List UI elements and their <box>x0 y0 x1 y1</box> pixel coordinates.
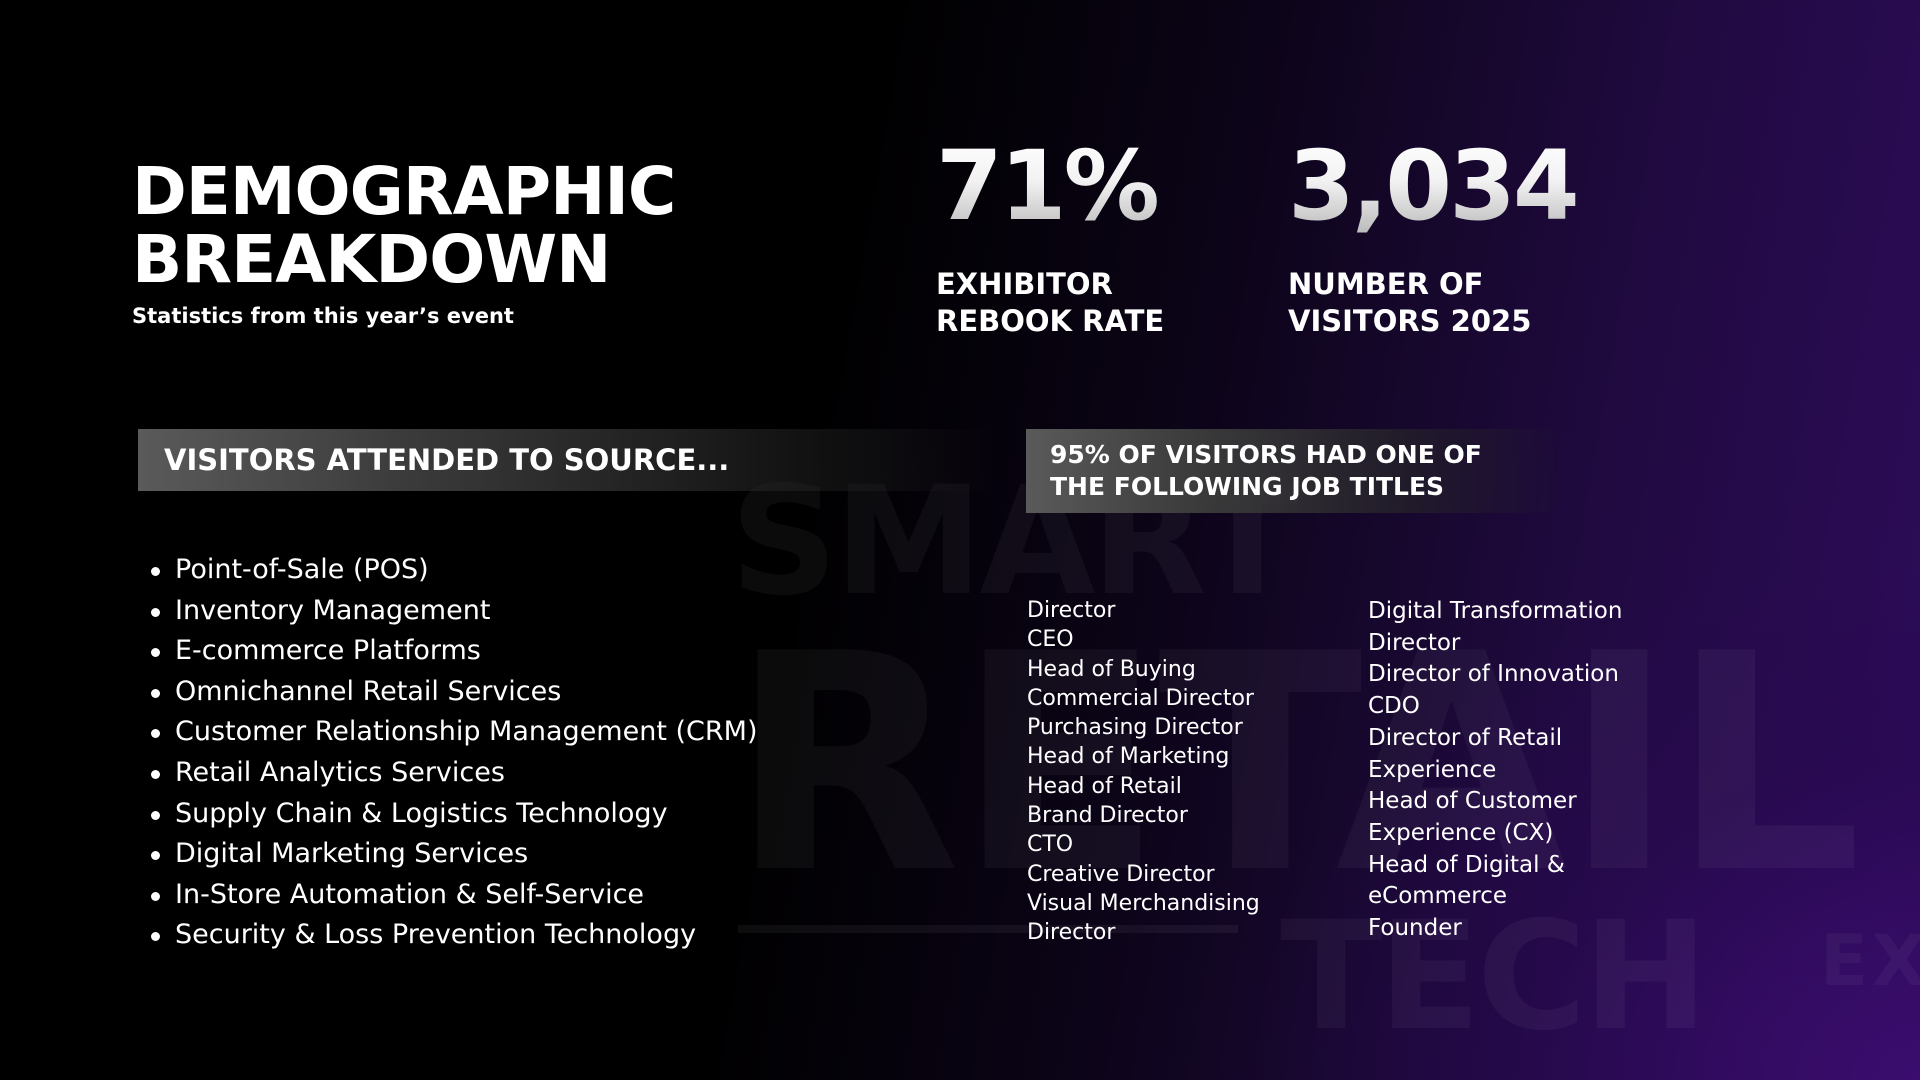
list-item: Security & Loss Prevention Technology <box>150 915 757 956</box>
page-title: DEMOGRAPHIC BREAKDOWN <box>132 158 852 294</box>
job-titles-column-2: Digital Transformation Director Director… <box>1368 596 1658 945</box>
stat-value: 3,034 <box>1288 136 1588 236</box>
page-title-line: BREAKDOWN <box>132 221 611 298</box>
list-item: Digital Marketing Services <box>150 834 757 875</box>
list-item: E-commerce Platforms <box>150 631 757 672</box>
watermark-word: RETAIL <box>730 590 1862 939</box>
list-item: Commercial Director <box>1027 685 1254 711</box>
job-titles-heading: 95% OF VISITORS HAD ONE OF THE FOLLOWING… <box>1026 429 1566 513</box>
list-item: Director of Innovation <box>1368 661 1619 688</box>
list-item: CTO <box>1027 832 1074 858</box>
stat-label-line: NUMBER OF <box>1288 267 1484 301</box>
list-item: Head of Digital & eCommerce <box>1368 851 1565 910</box>
list-item: Retail Analytics Services <box>150 753 757 794</box>
list-item: Brand Director <box>1027 803 1188 829</box>
list-item: Visual Merchandising <box>1027 890 1260 916</box>
list-item: Head of Customer Experience (CX) <box>1368 788 1577 846</box>
list-item: Head of Retail <box>1027 773 1182 799</box>
list-item: Director of Retail Experience <box>1368 724 1563 783</box>
stat-value: 71% <box>936 136 1236 236</box>
stat-rebook-rate: 71% EXHIBITOR REBOOK RATE <box>936 136 1236 340</box>
watermark-word: EX <box>1820 920 1920 1002</box>
list-item: In-Store Automation & Self-Service <box>150 875 757 916</box>
page-title-line: DEMOGRAPHIC <box>132 153 676 230</box>
stat-label: EXHIBITOR REBOOK RATE <box>936 266 1236 340</box>
list-item: Supply Chain & Logistics Technology <box>150 794 757 835</box>
sources-heading: VISITORS ATTENDED TO SOURCE... <box>138 429 998 491</box>
job-titles-heading-line: THE FOLLOWING JOB TITLES <box>1050 472 1445 501</box>
list-item: Omnichannel Retail Services <box>150 672 757 713</box>
stat-visitor-count: 3,034 NUMBER OF VISITORS 2025 <box>1288 136 1588 340</box>
list-item: Inventory Management <box>150 591 757 632</box>
job-titles-heading-line: 95% OF VISITORS HAD ONE OF <box>1050 440 1482 469</box>
stat-label: NUMBER OF VISITORS 2025 <box>1288 266 1588 340</box>
sources-list: Point-of-Sale (POS) Inventory Management… <box>150 550 757 956</box>
stat-label-line: EXHIBITOR <box>936 267 1113 301</box>
list-item: Point-of-Sale (POS) <box>150 550 757 591</box>
list-item: Purchasing Director <box>1027 715 1243 741</box>
page-subtitle: Statistics from this year’s event <box>132 304 514 328</box>
list-item: CDO <box>1368 693 1420 720</box>
list-item: Founder <box>1368 915 1462 942</box>
list-item: Director <box>1027 920 1116 946</box>
list-item: Director <box>1027 598 1116 623</box>
stat-label-line: REBOOK RATE <box>936 304 1165 338</box>
list-item: CEO <box>1027 627 1074 653</box>
list-item: Head of Marketing <box>1027 744 1230 770</box>
stat-label-line: VISITORS 2025 <box>1288 304 1532 338</box>
list-item: Customer Relationship Management (CRM) <box>150 712 757 753</box>
list-item: Creative Director <box>1027 861 1215 887</box>
list-item: Digital Transformation Director <box>1368 598 1623 656</box>
list-item: Head of Buying <box>1027 656 1196 682</box>
job-titles-column-1: Director CEO Head of Buying Commercial D… <box>1027 596 1260 948</box>
